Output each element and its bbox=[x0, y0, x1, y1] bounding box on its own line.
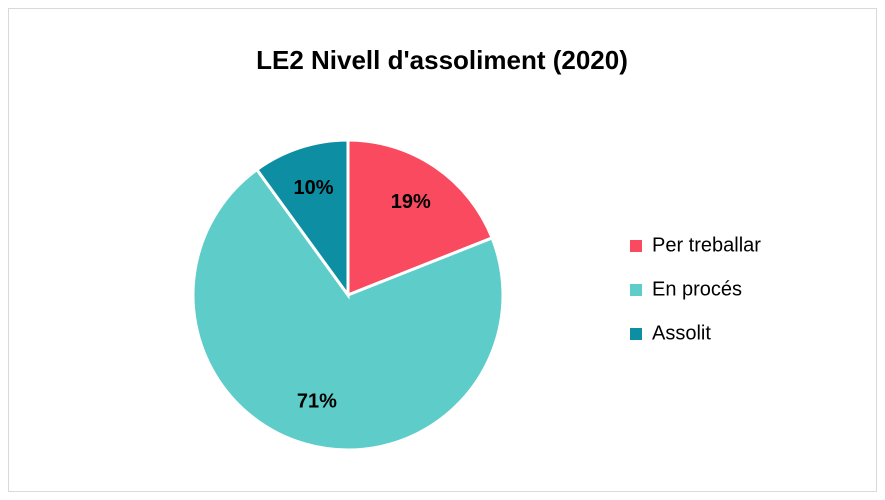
data-label: 10% bbox=[293, 177, 333, 199]
legend-label: En procés bbox=[652, 278, 742, 300]
pie-slice bbox=[254, 138, 350, 300]
pie-slice bbox=[191, 167, 505, 452]
legend-label: Per treballar bbox=[652, 234, 761, 256]
chart-title: LE2 Nivell d'assoliment (2020) bbox=[256, 45, 628, 75]
pie-slice bbox=[346, 138, 495, 298]
legend-swatch bbox=[630, 240, 642, 252]
legend-label: Assolit bbox=[652, 322, 711, 344]
legend-swatch bbox=[630, 284, 642, 296]
data-label: 19% bbox=[391, 191, 431, 213]
legend-swatch bbox=[630, 328, 642, 340]
data-label: 71% bbox=[297, 390, 337, 412]
